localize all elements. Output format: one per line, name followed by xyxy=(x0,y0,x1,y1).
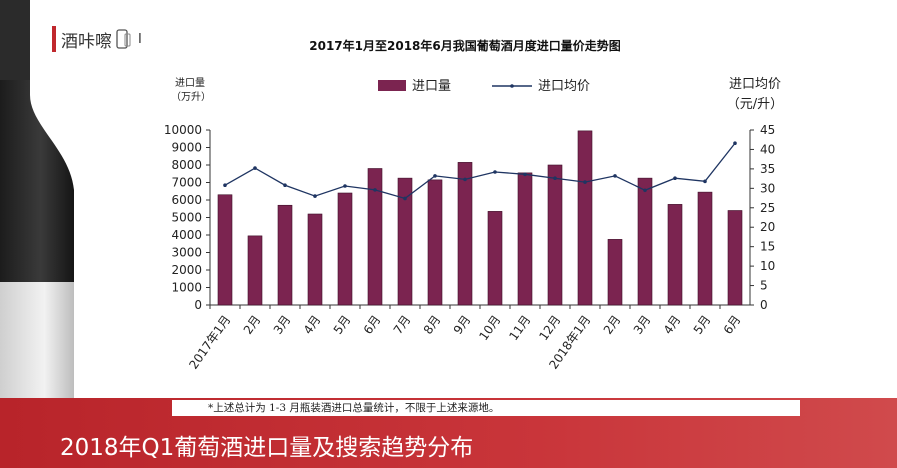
legend-label-bar: 进口量 xyxy=(412,79,451,94)
right-tick-label: 35 xyxy=(760,162,775,176)
left-axis-label: 进口量 xyxy=(175,77,205,89)
bar-4 xyxy=(337,192,353,306)
bar-16 xyxy=(697,191,713,306)
right-tick-label: 40 xyxy=(760,142,775,156)
left-tick-label: 3000 xyxy=(171,246,202,260)
wine-bottle-image xyxy=(0,0,74,398)
x-tick-label: 5月 xyxy=(331,313,354,337)
phone-icon xyxy=(116,29,131,49)
right-tick-label: 25 xyxy=(760,201,775,215)
left-tick-label: 6000 xyxy=(171,193,202,207)
bar-8 xyxy=(457,162,473,306)
price-line xyxy=(224,142,736,200)
x-tick-label: 3月 xyxy=(271,313,294,337)
right-tick-label: 5 xyxy=(760,279,768,293)
x-tick-label: 4月 xyxy=(661,313,684,337)
price-point-6 xyxy=(403,196,407,201)
right-tick-label: 20 xyxy=(760,220,775,234)
bar-11 xyxy=(547,164,563,306)
bar-6 xyxy=(397,177,413,306)
brand-name: 酒咔嚓 xyxy=(61,31,112,52)
x-tick-label: 7月 xyxy=(391,313,414,337)
price-point-2 xyxy=(283,183,287,188)
right-tick-label: 45 xyxy=(760,123,775,137)
price-point-15 xyxy=(673,176,677,181)
x-tick-label: 10月 xyxy=(476,313,503,343)
chart-title: 2017年1月至2018年6月我国葡萄酒月度进口量价走势图 xyxy=(309,39,621,53)
bar-9 xyxy=(487,211,503,306)
price-point-16 xyxy=(703,179,707,184)
price-point-5 xyxy=(373,188,377,192)
left-tick-label: 7000 xyxy=(171,176,202,190)
left-tick-label: 1000 xyxy=(171,281,202,295)
price-point-9 xyxy=(493,170,497,174)
bar-3 xyxy=(307,213,323,306)
chart-svg: 0100020003000400050006000700080009000100… xyxy=(164,77,783,372)
bar-14 xyxy=(637,177,653,306)
price-point-11 xyxy=(553,176,557,181)
x-tick-label: 12月 xyxy=(536,313,563,343)
bar-17 xyxy=(727,210,743,306)
right-tick-label: 15 xyxy=(760,240,775,254)
bar-10 xyxy=(517,172,533,306)
x-tick-label: 2月 xyxy=(241,313,264,337)
bar-0 xyxy=(217,194,233,306)
legend-swatch-marker xyxy=(510,84,514,88)
x-tick-label: 2月 xyxy=(601,313,624,337)
brand-accent-bar xyxy=(52,26,56,52)
slide-title: 2018年Q1葡萄酒进口量及搜索趋势分布 xyxy=(60,435,474,461)
left-tick-label: 8000 xyxy=(171,158,202,172)
brand-logo: 酒咔嚓 I xyxy=(52,22,142,56)
chart-footnote: *上述总计为 1-3 月瓶装酒进口总量统计，不限于上述来源地。 xyxy=(172,400,800,416)
price-point-4 xyxy=(343,184,347,188)
legend-swatch-bar xyxy=(378,80,406,91)
bar-13 xyxy=(607,239,623,306)
price-point-3 xyxy=(313,194,317,198)
left-axis-unit: （万升） xyxy=(171,91,211,103)
legend-label-line: 进口均价 xyxy=(538,79,590,94)
bar-2 xyxy=(277,204,293,306)
right-axis-unit: （元/升） xyxy=(727,97,783,112)
right-axis-label: 进口均价 xyxy=(729,77,781,92)
x-tick-label: 9月 xyxy=(451,313,474,337)
left-tick-label: 10000 xyxy=(164,123,202,137)
right-tick-label: 0 xyxy=(760,298,768,312)
x-tick-label: 5月 xyxy=(691,313,714,337)
bar-15 xyxy=(667,204,683,306)
price-point-7 xyxy=(433,174,437,178)
x-tick-label: 2017年1月 xyxy=(186,313,233,372)
x-tick-label: 3月 xyxy=(631,313,654,337)
price-point-12 xyxy=(583,180,587,184)
bar-7 xyxy=(427,179,443,306)
left-tick-label: 9000 xyxy=(171,141,202,155)
right-tick-label: 10 xyxy=(760,259,775,273)
price-point-0 xyxy=(223,183,227,188)
price-point-8 xyxy=(463,177,467,182)
bar-5 xyxy=(367,168,383,306)
price-point-1 xyxy=(253,166,257,170)
left-tick-label: 5000 xyxy=(171,211,202,225)
x-tick-label: 6月 xyxy=(721,313,744,337)
right-tick-label: 30 xyxy=(760,181,775,195)
price-point-13 xyxy=(613,174,617,178)
x-tick-label: 4月 xyxy=(301,313,324,337)
left-tick-label: 0 xyxy=(194,298,202,312)
brand-suffix: I xyxy=(138,31,142,47)
bar-12 xyxy=(577,130,593,306)
x-tick-label: 11月 xyxy=(506,313,533,343)
left-tick-label: 2000 xyxy=(171,263,202,277)
bar-1 xyxy=(247,235,263,306)
x-tick-label: 8月 xyxy=(421,313,444,337)
price-point-17 xyxy=(733,141,737,146)
price-point-14 xyxy=(643,188,647,193)
chart-container: 2017年1月至2018年6月我国葡萄酒月度进口量价走势图 0 1000 2000 3… xyxy=(120,28,810,398)
x-tick-label: 6月 xyxy=(361,313,384,337)
left-tick-label: 4000 xyxy=(171,228,202,242)
price-point-10 xyxy=(523,172,527,177)
